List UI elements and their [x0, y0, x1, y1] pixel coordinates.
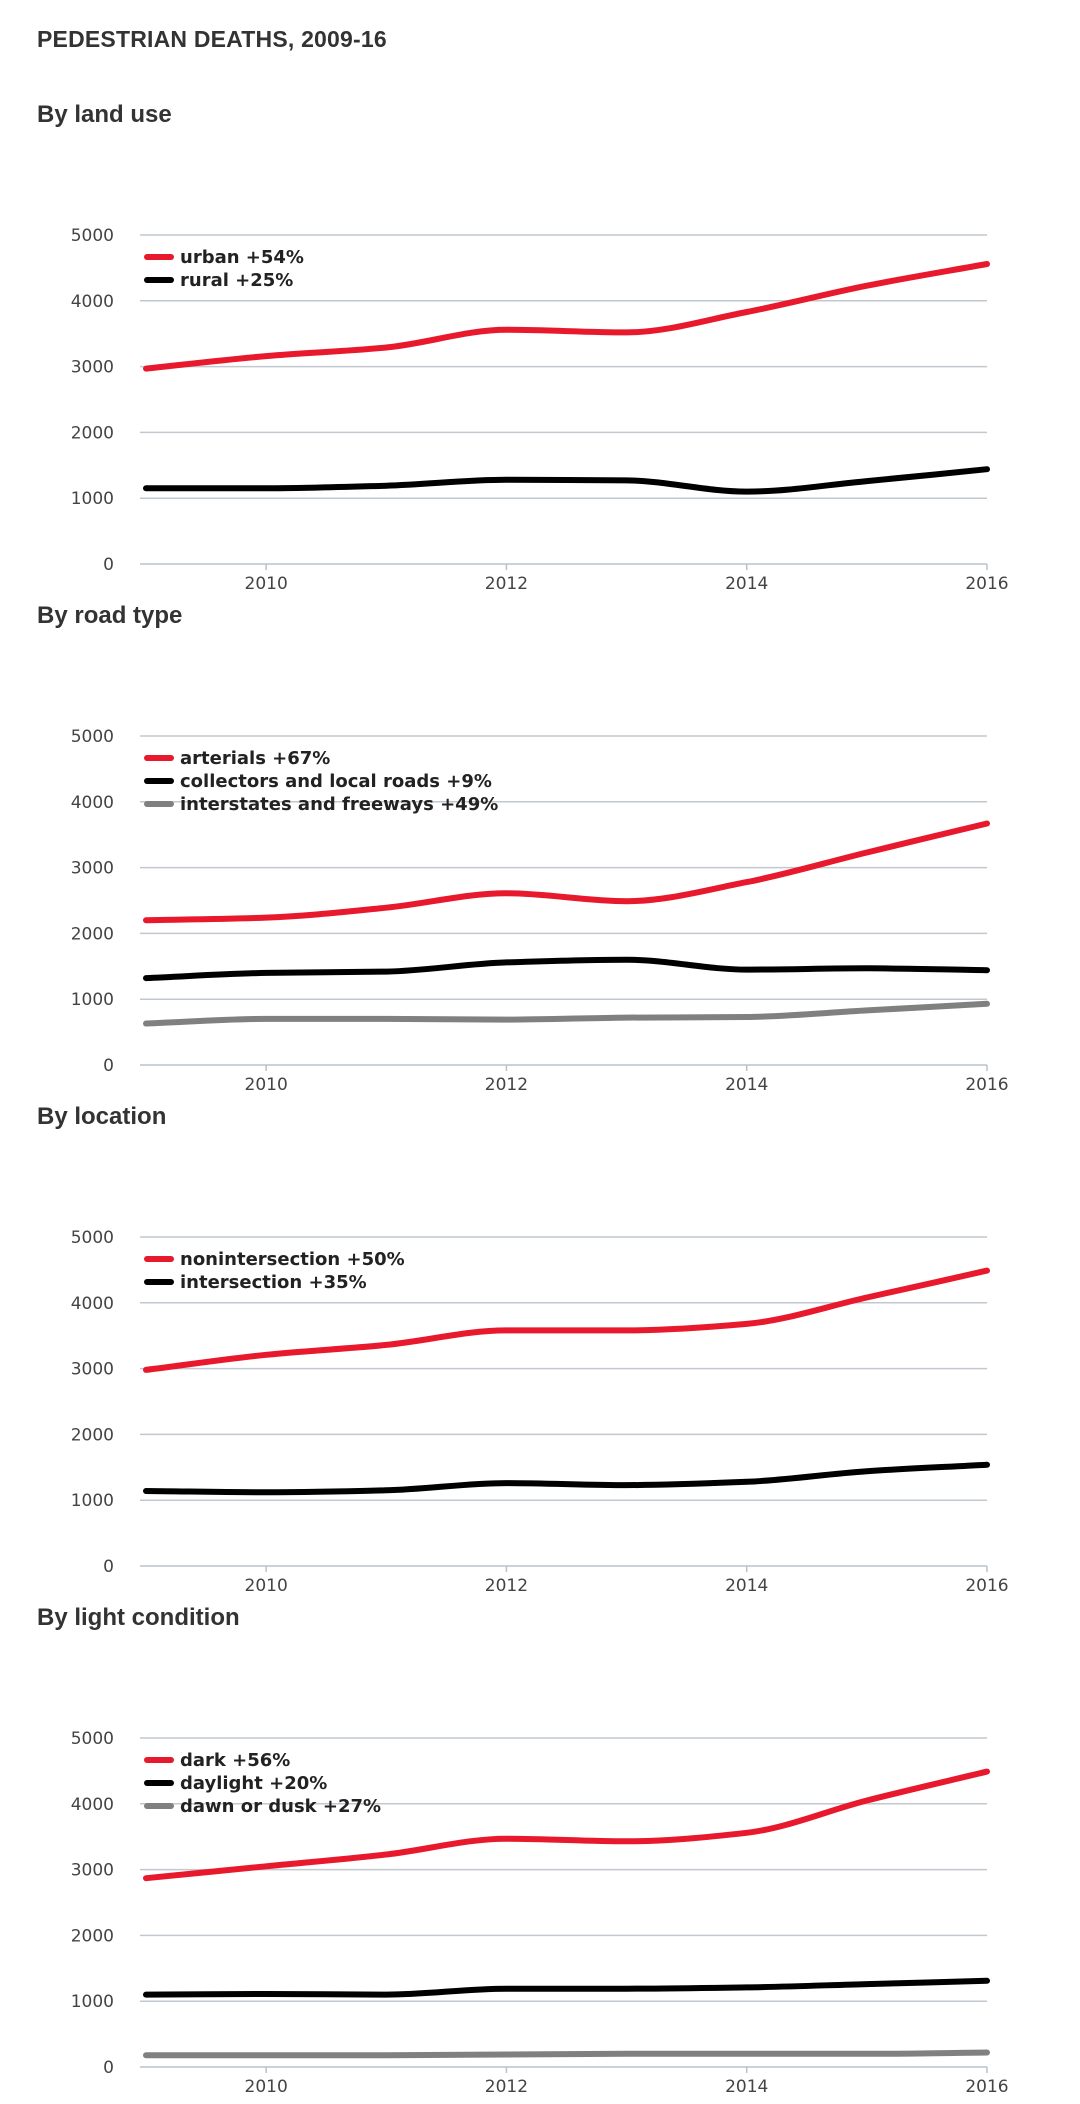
chart-title-location: By location	[37, 1103, 167, 1130]
chart-title-light-condition: By light condition	[37, 1604, 240, 1631]
x-tick-label: 2016	[965, 574, 1008, 594]
chart-title-land-use: By land use	[37, 101, 172, 128]
y-tick-label: 5000	[71, 226, 114, 246]
series-line	[143, 820, 990, 924]
legend-label: arterials +67%	[180, 748, 330, 769]
legend-label: daylight +20%	[180, 1773, 327, 1794]
chart-panel-light-condition: By light condition 0 1000 2000 3000 4000 5000…	[0, 1604, 1080, 2104]
y-tick-label: 0	[103, 2058, 114, 2078]
y-tick-label: 3000	[71, 1861, 114, 1881]
x-tick-label: 2012	[485, 1576, 528, 1596]
chart-location: 0 1000 2000 3000 4000 5000 2010 2012 2014 2016 non…	[71, 1228, 1009, 1596]
y-tick-label: 0	[103, 555, 114, 575]
legend-label: collectors and local roads +9%	[180, 771, 492, 792]
series-line	[143, 2049, 990, 2059]
legend-label: intersection +35%	[180, 1272, 367, 1293]
y-tick-label: 3000	[71, 1360, 114, 1380]
legend-label: interstates and freeways +49%	[180, 794, 498, 815]
x-tick-label: 2010	[245, 2077, 288, 2097]
y-tick-label: 1000	[71, 1491, 114, 1511]
legend-label: nonintersection +50%	[180, 1249, 405, 1270]
chart-panel-location: By location 0 1000 2000 3000 4000 5000 2010 201…	[0, 1103, 1080, 1603]
series-line	[143, 1267, 990, 1373]
chart-road-type: 0 1000 2000 3000 4000 5000 2010 2012 2014 2016 art…	[71, 727, 1009, 1095]
y-tick-label: 4000	[71, 1795, 114, 1815]
y-tick-label: 3000	[71, 859, 114, 879]
x-tick-label: 2012	[485, 1075, 528, 1095]
y-tick-label: 4000	[71, 1294, 114, 1314]
y-tick-label: 2000	[71, 924, 114, 944]
y-tick-label: 2000	[71, 1926, 114, 1946]
y-tick-label: 1000	[71, 990, 114, 1010]
y-tick-label: 3000	[71, 358, 114, 378]
series-line	[143, 956, 990, 982]
y-tick-label: 5000	[71, 1729, 114, 1749]
series-line	[143, 1977, 990, 1998]
chart-title-road-type: By road type	[37, 602, 183, 629]
y-tick-label: 2000	[71, 1425, 114, 1445]
legend-label: dark +56%	[180, 1750, 290, 1771]
series-line	[143, 1000, 990, 1027]
chart-land-use: 0 1000 2000 3000 4000 5000 2010 2012 2014 2016 urb…	[71, 226, 1009, 594]
series-line	[143, 1461, 990, 1496]
y-tick-label: 4000	[71, 793, 114, 813]
series-line	[143, 1768, 990, 1882]
chart-panel-land-use: By land use 0 1000 2000 3000 4000 5000 2010 201…	[0, 101, 1080, 601]
x-tick-label: 2016	[965, 1576, 1008, 1596]
legend-label: rural +25%	[180, 270, 293, 291]
x-tick-label: 2014	[725, 1075, 768, 1095]
y-tick-label: 4000	[71, 292, 114, 312]
x-tick-label: 2010	[245, 574, 288, 594]
series-line	[143, 261, 990, 372]
x-tick-label: 2014	[725, 2077, 768, 2097]
y-tick-label: 1000	[71, 1992, 114, 2012]
y-tick-label: 2000	[71, 423, 114, 443]
y-tick-label: 0	[103, 1056, 114, 1076]
y-tick-label: 0	[103, 1557, 114, 1577]
chart-light-condition: 0 1000 2000 3000 4000 5000 2010 2012 2014 2016 dar…	[71, 1729, 1009, 2097]
y-tick-label: 5000	[71, 727, 114, 747]
series-line	[143, 466, 990, 495]
x-tick-label: 2016	[965, 1075, 1008, 1095]
y-tick-label: 5000	[71, 1228, 114, 1248]
legend-label: urban +54%	[180, 247, 304, 268]
page-title: PEDESTRIAN DEATHS, 2009-16	[37, 26, 387, 52]
x-tick-label: 2010	[245, 1576, 288, 1596]
x-tick-label: 2010	[245, 1075, 288, 1095]
y-tick-label: 1000	[71, 489, 114, 509]
x-tick-label: 2014	[725, 1576, 768, 1596]
x-tick-label: 2016	[965, 2077, 1008, 2097]
x-tick-label: 2014	[725, 574, 768, 594]
legend-label: dawn or dusk +27%	[180, 1796, 381, 1817]
chart-panel-road-type: By road type 0 1000 2000 3000 4000 5000 2010 20…	[0, 602, 1080, 1102]
x-tick-label: 2012	[485, 574, 528, 594]
x-tick-label: 2012	[485, 2077, 528, 2097]
